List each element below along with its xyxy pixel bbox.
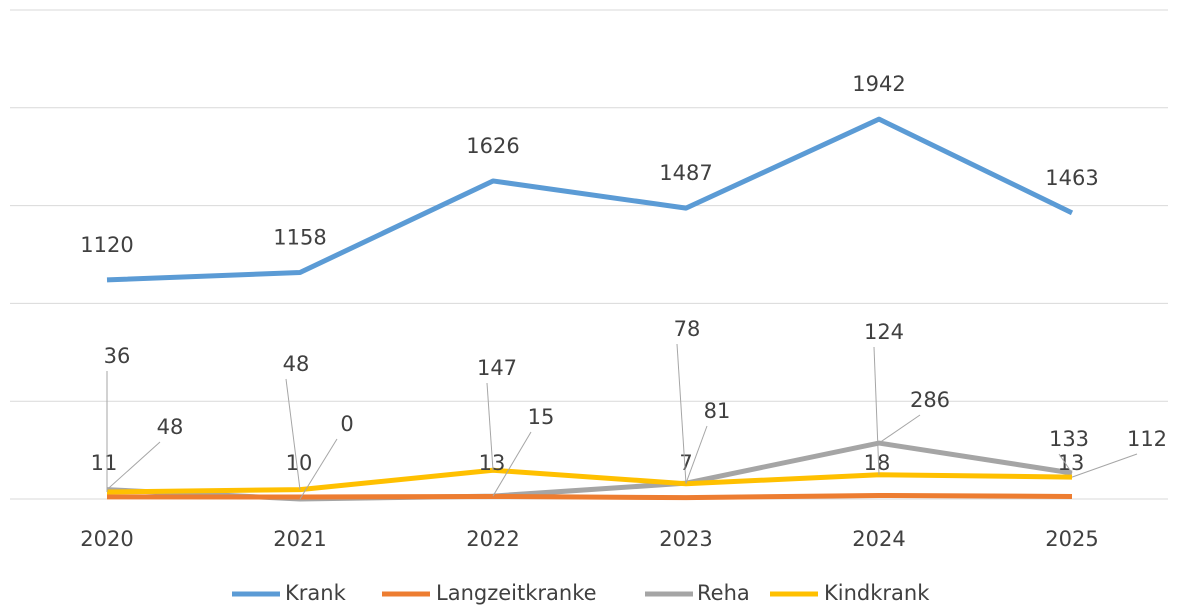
- data-label: 147: [477, 356, 517, 380]
- leader-line: [299, 438, 338, 500]
- data-label: 112: [1127, 427, 1167, 451]
- data-label: 18: [864, 451, 891, 475]
- series-line: [106, 467, 1073, 495]
- data-label: 133: [1049, 427, 1089, 451]
- data-label: 286: [910, 388, 950, 412]
- x-tick-label: 2022: [466, 527, 519, 551]
- leader-line: [1058, 453, 1073, 474]
- data-label: 1120: [80, 233, 133, 257]
- legend-label: Kindkrank: [824, 581, 930, 605]
- data-label: 1487: [659, 161, 712, 185]
- data-label: 48: [283, 352, 310, 376]
- data-label: 78: [674, 317, 701, 341]
- legend-label: Langzeitkranke: [436, 581, 597, 605]
- data-label: 124: [864, 320, 904, 344]
- x-tick-label: 2020: [80, 527, 133, 551]
- data-label: 1626: [466, 134, 519, 158]
- leader-line: [492, 431, 532, 497]
- x-tick-label: 2024: [852, 527, 905, 551]
- leader-line: [106, 441, 161, 490]
- series-line: [106, 492, 1073, 501]
- x-tick-label: 2021: [273, 527, 326, 551]
- leader-line: [486, 382, 494, 471]
- leader-line: [873, 346, 880, 475]
- data-label: 7: [679, 451, 692, 475]
- leader-line: [285, 378, 301, 490]
- legend-label: Reha: [697, 581, 750, 605]
- x-tick-label: 2023: [659, 527, 712, 551]
- legend-label: Krank: [285, 581, 347, 605]
- data-label: 48: [157, 415, 184, 439]
- data-label: 11: [91, 451, 118, 475]
- data-label: 36: [104, 344, 131, 368]
- x-tick-label: 2025: [1045, 527, 1098, 551]
- data-label: 1463: [1045, 166, 1098, 190]
- leader-line: [676, 343, 687, 484]
- data-label: 81: [704, 399, 731, 423]
- data-label: 10: [286, 451, 313, 475]
- leader-line: [1071, 453, 1138, 478]
- data-label: 15: [528, 405, 555, 429]
- leader-line: [685, 425, 708, 484]
- data-label: 1942: [852, 72, 905, 96]
- data-label: 1158: [273, 225, 326, 249]
- data-label: 0: [340, 412, 353, 436]
- series-line: [106, 116, 1074, 283]
- leader-line: [878, 414, 921, 444]
